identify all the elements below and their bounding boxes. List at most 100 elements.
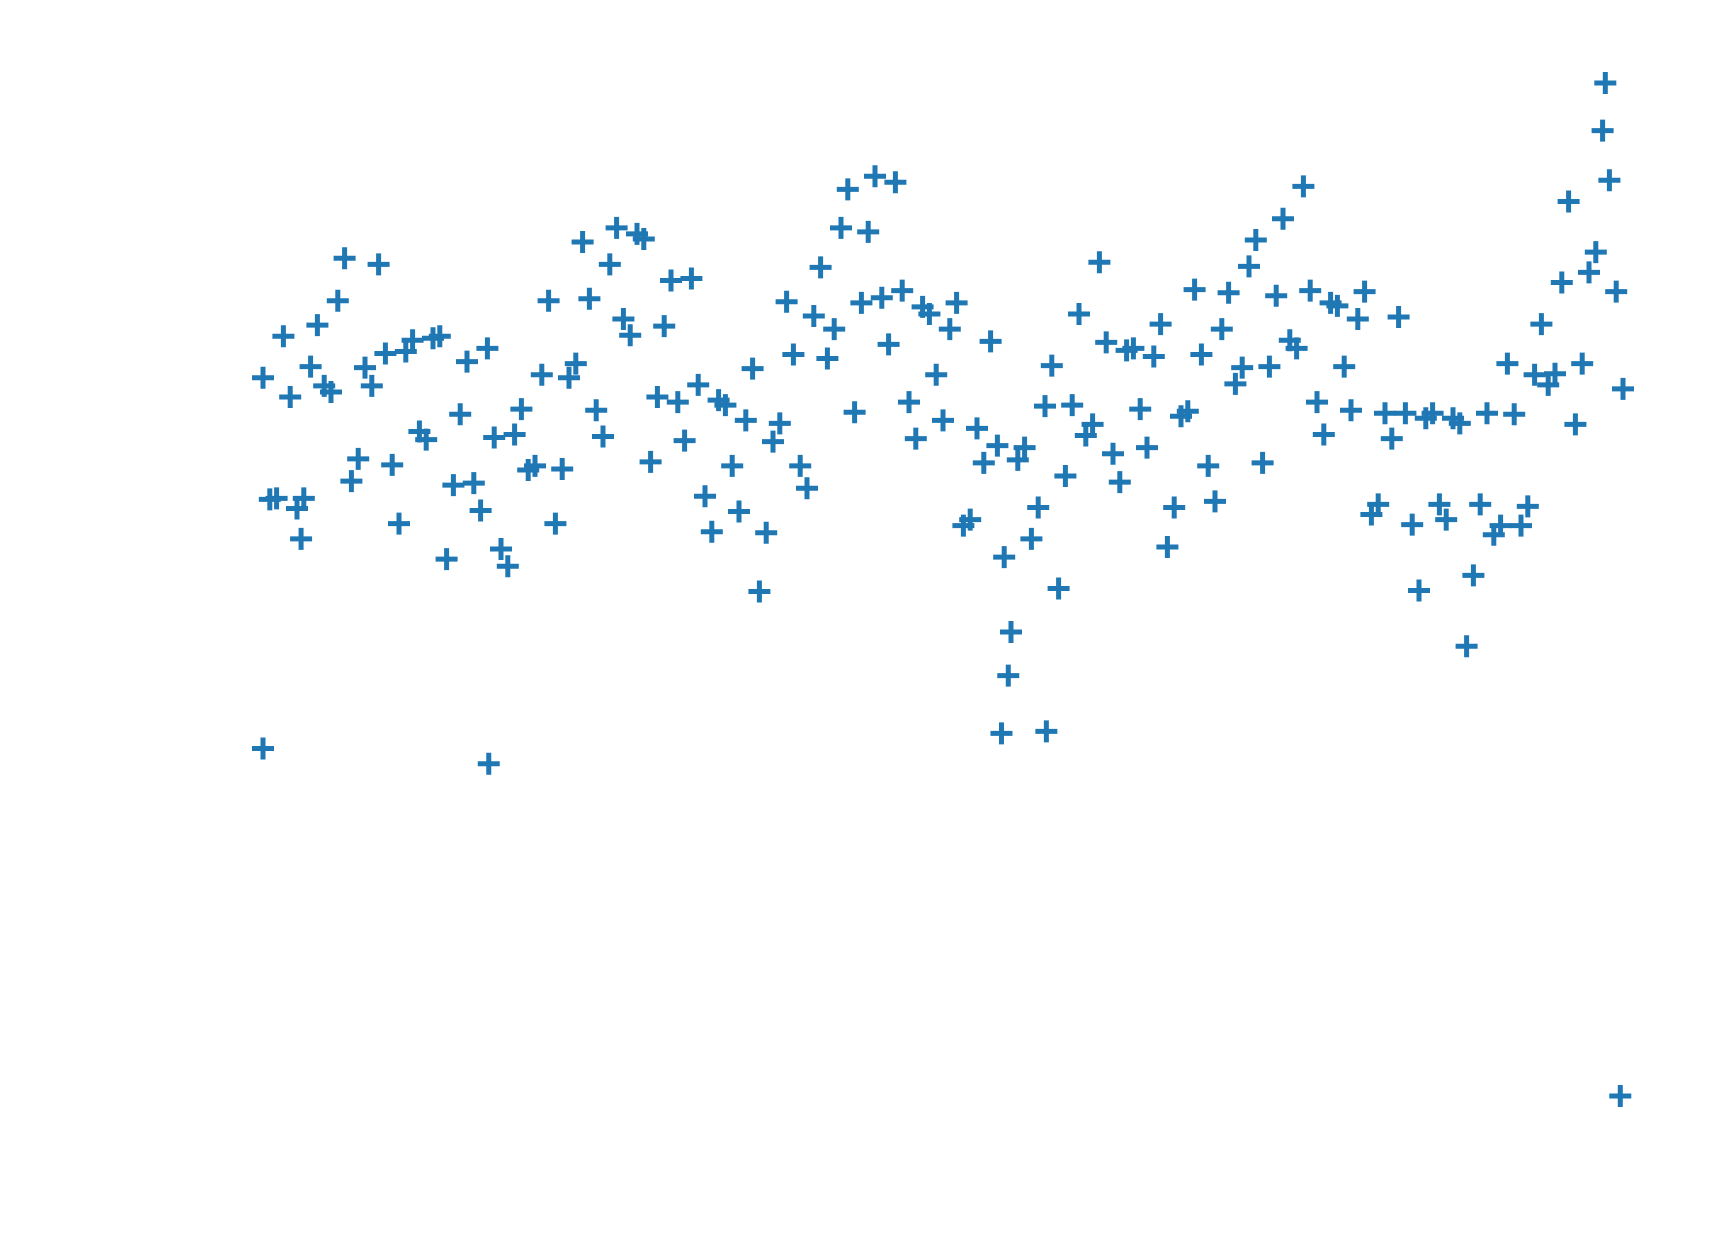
point [1380, 427, 1403, 450]
point [1251, 451, 1274, 474]
point [1054, 465, 1077, 488]
point [1013, 436, 1036, 459]
point [1435, 508, 1458, 531]
point [1115, 339, 1138, 362]
point [1040, 354, 1063, 377]
point [1550, 271, 1573, 294]
point [299, 355, 322, 378]
point [1374, 402, 1396, 425]
point [1605, 280, 1628, 303]
point [252, 366, 274, 389]
point [775, 290, 798, 313]
point [1034, 395, 1056, 418]
point [578, 287, 601, 310]
point [279, 386, 302, 409]
point [1006, 448, 1029, 471]
point [1027, 496, 1050, 519]
point [537, 289, 560, 312]
point [816, 347, 839, 370]
point [326, 289, 349, 312]
point [1244, 229, 1267, 252]
point [904, 427, 927, 450]
point [1476, 402, 1498, 425]
point [1387, 306, 1410, 329]
point [1401, 513, 1424, 536]
point [1102, 442, 1124, 465]
point [422, 327, 444, 350]
point [381, 453, 404, 476]
point [1544, 362, 1566, 385]
point [1265, 284, 1288, 307]
point [401, 329, 424, 352]
point [605, 216, 628, 239]
point [796, 477, 818, 500]
point [993, 546, 1016, 569]
point [1571, 352, 1594, 375]
point [1204, 490, 1226, 513]
point [1312, 423, 1335, 446]
point [313, 374, 336, 397]
point [932, 409, 954, 432]
point [850, 291, 873, 314]
point [1455, 635, 1478, 658]
point [408, 420, 431, 443]
point [823, 318, 846, 341]
point [1428, 493, 1451, 516]
point [496, 555, 519, 578]
point [551, 457, 574, 480]
point [938, 318, 961, 341]
point [456, 350, 478, 373]
point [843, 401, 866, 424]
point [1609, 1085, 1632, 1107]
point [592, 425, 614, 448]
point [789, 454, 812, 477]
point [340, 470, 363, 493]
point [1272, 207, 1294, 230]
point [1088, 251, 1111, 274]
point [1394, 402, 1417, 425]
point [911, 295, 934, 318]
point [748, 580, 771, 603]
point [870, 286, 893, 309]
point [1000, 621, 1022, 644]
point [435, 548, 458, 571]
point [1360, 503, 1383, 526]
point [1414, 407, 1437, 430]
point [768, 412, 791, 435]
point [1469, 493, 1492, 516]
point [1340, 399, 1362, 422]
point [1319, 291, 1342, 314]
point [1258, 355, 1281, 378]
point [979, 330, 1002, 353]
point [476, 337, 499, 360]
point [360, 374, 383, 397]
point [1068, 302, 1090, 325]
point [884, 171, 907, 194]
point [1503, 403, 1526, 426]
point [639, 450, 662, 473]
point [1136, 436, 1158, 459]
point [1496, 352, 1519, 375]
point [354, 356, 376, 379]
point [830, 216, 852, 239]
point [347, 447, 370, 470]
point [836, 178, 859, 201]
point [598, 253, 621, 276]
point [477, 752, 500, 775]
point [1061, 394, 1084, 417]
point [1442, 407, 1464, 430]
point [734, 409, 757, 432]
point [1129, 398, 1152, 421]
point [1564, 413, 1587, 436]
point [1217, 281, 1240, 304]
point [857, 220, 880, 243]
point [1156, 535, 1179, 558]
point [1231, 356, 1254, 379]
point [782, 343, 805, 366]
point [997, 664, 1020, 687]
point [503, 423, 526, 446]
point [449, 403, 472, 426]
point [898, 391, 920, 414]
point [1163, 496, 1186, 519]
